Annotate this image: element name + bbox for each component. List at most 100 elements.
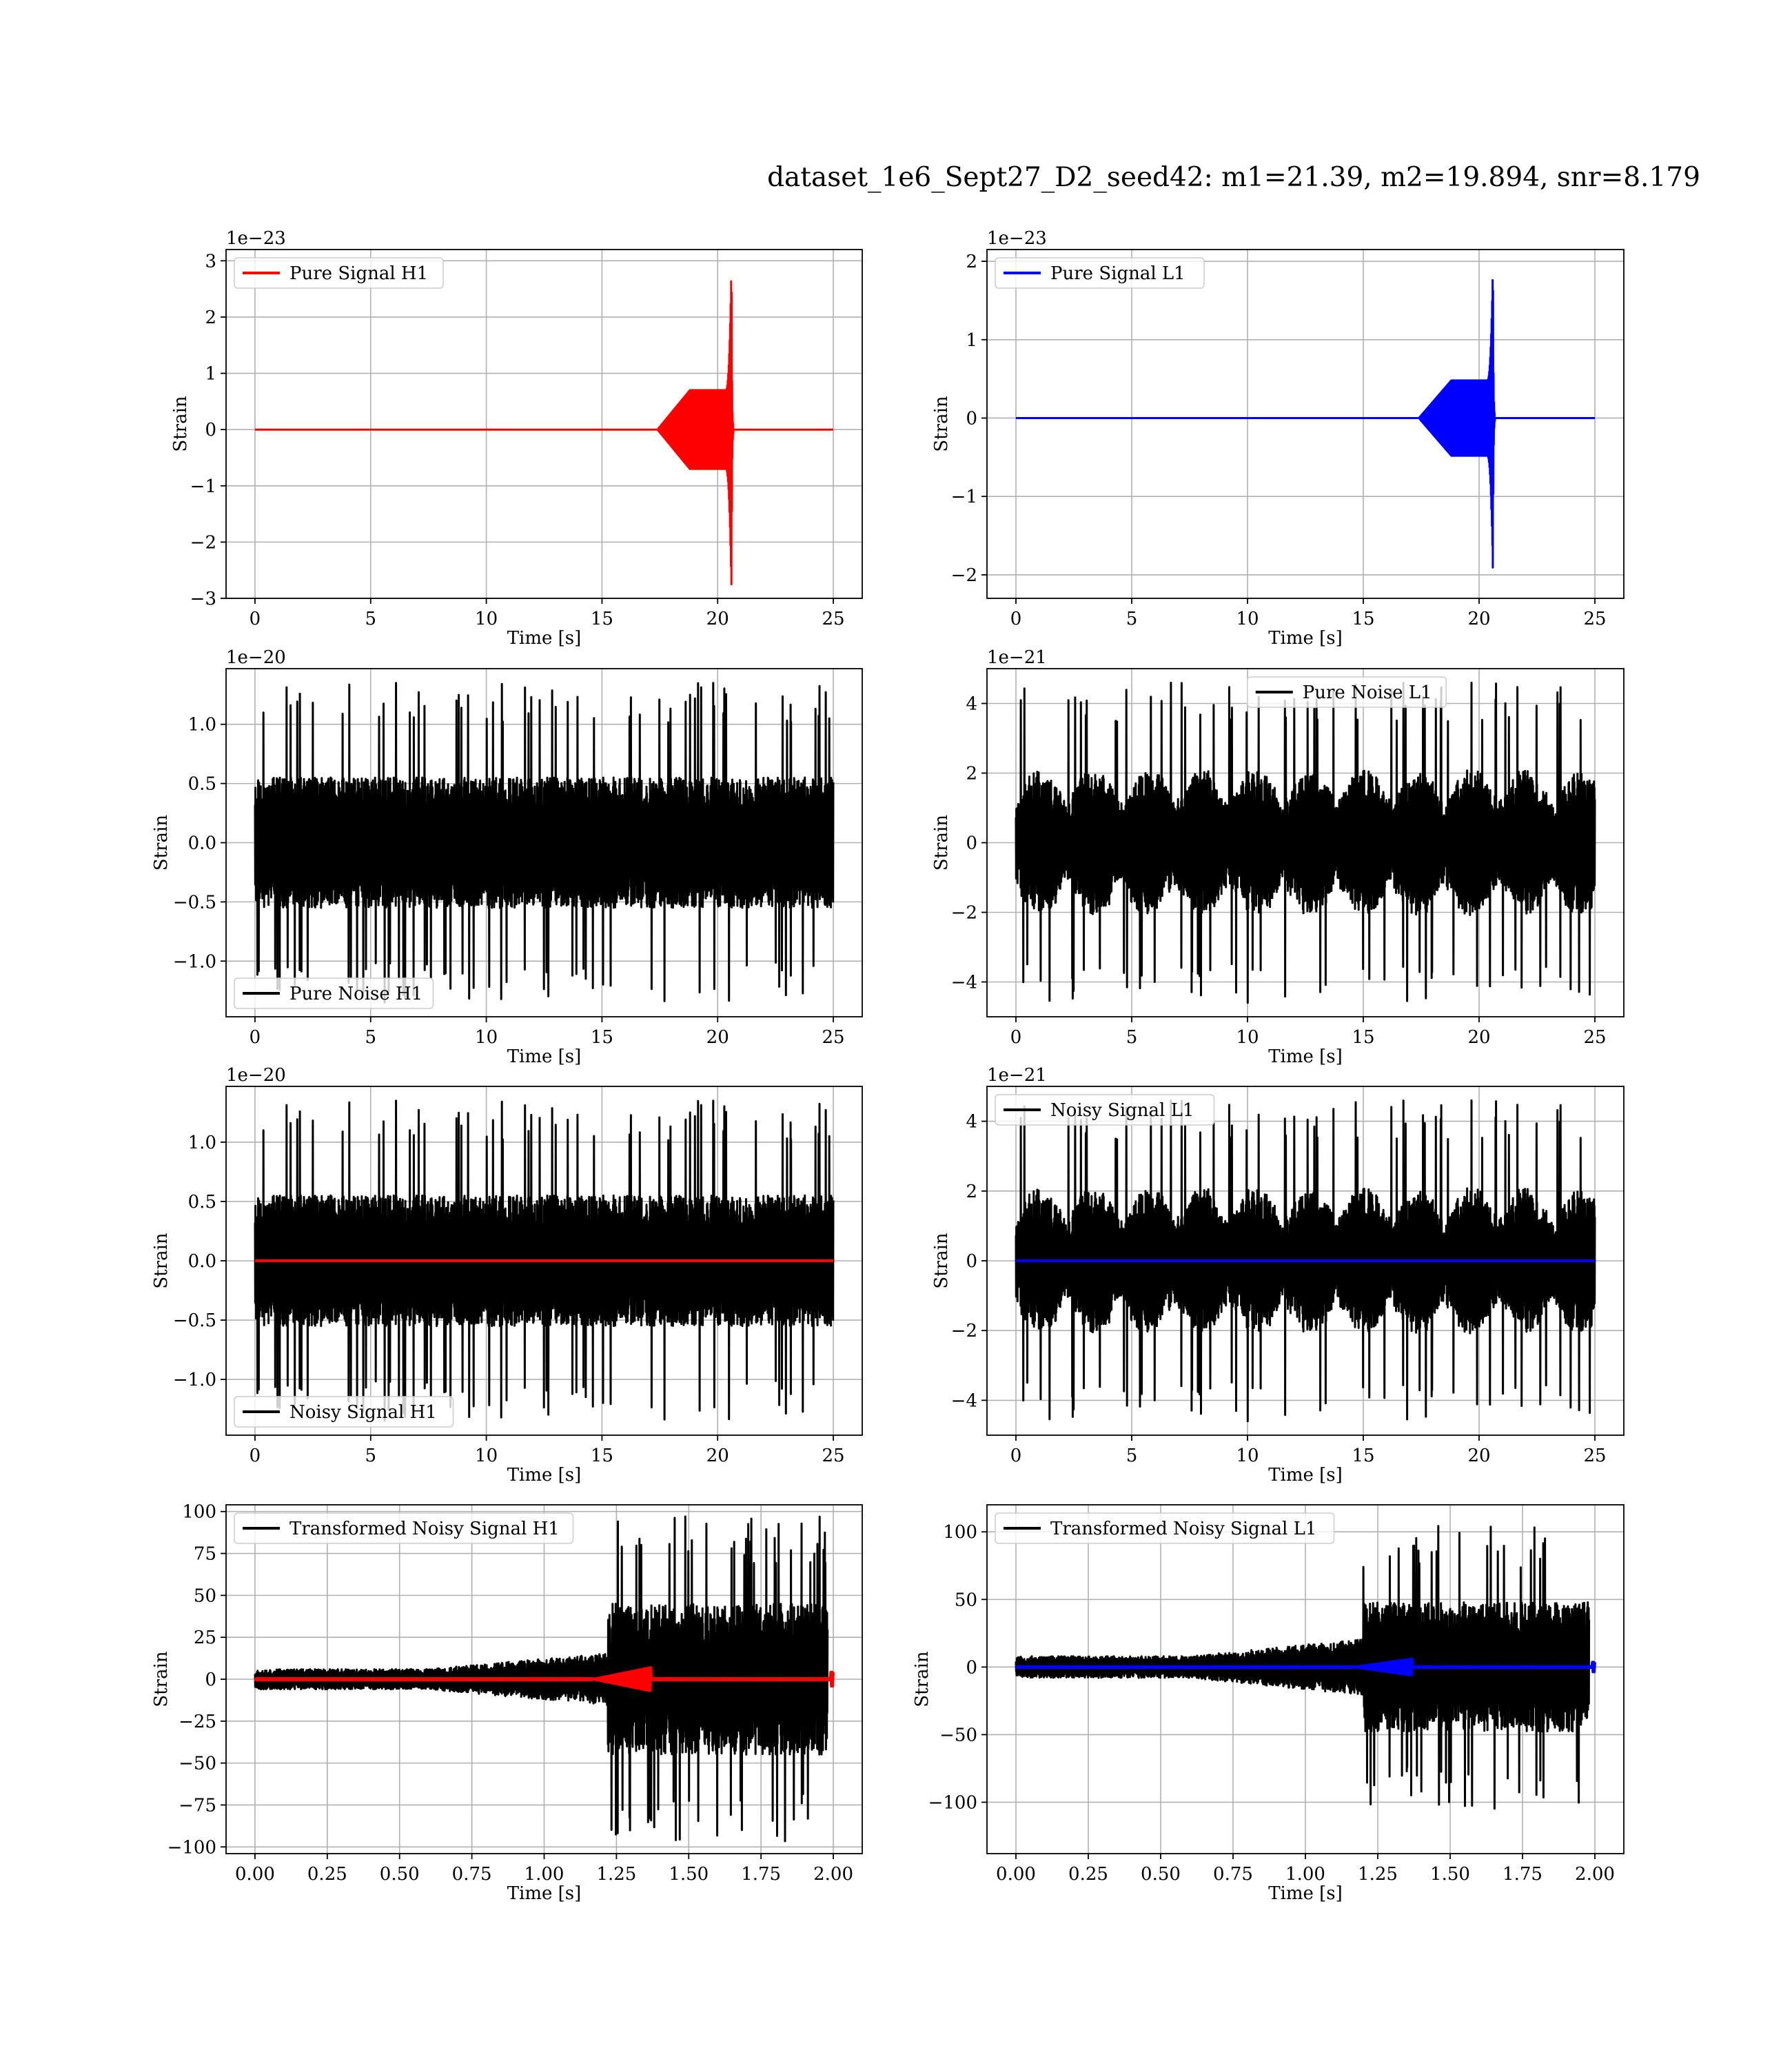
y-tick-label: 2 — [205, 307, 216, 328]
y-axis-label: Strain — [151, 1651, 172, 1707]
y-axis-label: Strain — [170, 396, 191, 452]
x-tick-label: 10 — [475, 1446, 498, 1466]
x-tick-label: 2.00 — [813, 1864, 853, 1885]
y-axis-label: Strain — [931, 815, 952, 871]
y-tick-label: −0.5 — [173, 1310, 216, 1331]
x-tick-label: 0 — [1010, 1446, 1022, 1466]
x-tick-label: 1.25 — [1358, 1864, 1398, 1885]
axis-offset-text: 1e−20 — [226, 647, 286, 668]
y-tick-label: 0 — [966, 1657, 977, 1678]
x-tick-label: 0.75 — [452, 1864, 492, 1885]
legend-label: Transformed Noisy Signal H1 — [289, 1519, 560, 1539]
x-tick-label: 0.50 — [380, 1864, 420, 1885]
x-tick-label: 1.25 — [596, 1864, 636, 1885]
y-tick-label: 2 — [966, 1182, 977, 1202]
x-tick-label: 0.75 — [1213, 1864, 1253, 1885]
x-tick-label: 5 — [1126, 1446, 1138, 1466]
panel-noisy-signal-h1: 0 5 10 15 20 25 −1.0 −0.5 0.0 0.5 1.0 1e−20 Time [s]… — [151, 1065, 863, 1486]
y-tick-label: 1.0 — [188, 1133, 216, 1153]
x-tick-label: 5 — [365, 1027, 376, 1048]
figure-title: dataset_1e6_Sept27_D2_seed42: m1=21.39, … — [767, 162, 1700, 193]
legend-label: Pure Noise H1 — [289, 984, 422, 1004]
y-tick-label: −4 — [951, 973, 977, 993]
x-tick-label: 20 — [706, 1446, 729, 1466]
y-axis-label: Strain — [931, 396, 952, 452]
y-tick-label: 1 — [205, 364, 216, 385]
axis-offset-text: 1e−23 — [226, 228, 286, 249]
x-tick-label: 0.00 — [996, 1864, 1036, 1885]
panel-noisy-signal-l1: 0 5 10 15 20 25 −4 −2 0 2 4 1e−21 Time [s] Strain Nois… — [931, 1065, 1625, 1486]
x-tick-label: 10 — [1236, 1446, 1259, 1466]
series-line-transformed-noisy-signal-h1 — [254, 1515, 829, 1843]
y-tick-label: 25 — [194, 1628, 216, 1648]
y-tick-label: 4 — [966, 1112, 977, 1133]
axis-offset-text: 1e−21 — [987, 1065, 1047, 1086]
x-tick-label: 5 — [1126, 609, 1138, 629]
x-tick-label: 0 — [1010, 1027, 1022, 1048]
x-tick-label: 0 — [250, 609, 261, 629]
y-tick-label: 2 — [966, 252, 977, 272]
y-tick-label: −1 — [190, 476, 216, 497]
x-tick-label: 1.00 — [1285, 1864, 1325, 1885]
x-tick-label: 5 — [1126, 1027, 1138, 1048]
legend-box — [995, 257, 1205, 289]
x-tick-label: 20 — [706, 609, 729, 629]
y-tick-label: 0 — [205, 420, 216, 440]
x-tick-label: 25 — [822, 1446, 844, 1466]
x-tick-label: 1.50 — [669, 1864, 709, 1885]
y-tick-label: −1 — [951, 487, 977, 507]
legend: Transformed Noisy Signal L1 — [995, 1512, 1335, 1544]
legend-label: Noisy Signal L1 — [1050, 1100, 1194, 1121]
legend-label: Pure Signal H1 — [289, 263, 428, 284]
x-tick-label: 1.00 — [525, 1864, 564, 1885]
axis-offset-text: 1e−21 — [987, 647, 1047, 668]
legend-box — [234, 257, 444, 289]
axis-offset-text: 1e−23 — [987, 228, 1047, 249]
x-axis-label: Time [s] — [1268, 1465, 1343, 1486]
legend-box — [234, 1396, 454, 1428]
panel-transformed-noisy-signal-l1: 0.00 0.25 0.50 0.75 1.00 1.25 1.50 1.75 2.00 −100… — [912, 1504, 1625, 1904]
y-tick-label: 0.0 — [188, 833, 216, 854]
series-line-pure-noise-l1 — [1015, 681, 1596, 1004]
x-tick-label: 0.25 — [1068, 1864, 1108, 1885]
x-tick-label: 20 — [1467, 1446, 1490, 1466]
legend-box — [234, 1512, 574, 1544]
legend: Pure Signal L1 — [995, 257, 1205, 289]
y-tick-label: −50 — [179, 1754, 216, 1774]
y-tick-label: −1.0 — [173, 951, 216, 972]
y-tick-label: −75 — [179, 1795, 216, 1816]
y-tick-label: −100 — [928, 1792, 977, 1813]
y-tick-label: 0 — [205, 1670, 216, 1690]
y-tick-label: 0 — [966, 408, 977, 429]
y-tick-label: 0 — [966, 1251, 977, 1272]
y-tick-label: −0.5 — [173, 892, 216, 913]
x-tick-label: 0 — [1010, 609, 1022, 629]
x-tick-label: 15 — [591, 609, 613, 629]
panel-pure-noise-l1: 0 5 10 15 20 25 −4 −2 0 2 4 1e−21 Time [s] Strain Pure… — [931, 647, 1625, 1067]
x-tick-label: 0.50 — [1141, 1864, 1181, 1885]
legend: Pure Noise H1 — [234, 977, 434, 1009]
legend-label: Pure Signal L1 — [1050, 263, 1185, 284]
legend-label: Transformed Noisy Signal L1 — [1050, 1519, 1316, 1539]
y-tick-label: −2 — [190, 532, 216, 553]
x-axis-label: Time [s] — [507, 628, 582, 649]
x-axis-label: Time [s] — [1268, 1883, 1343, 1904]
y-axis-label: Strain — [151, 815, 172, 871]
x-tick-label: 10 — [1236, 609, 1259, 629]
axes-frame — [225, 249, 863, 599]
x-tick-label: 2.00 — [1575, 1864, 1615, 1885]
y-tick-label: 2 — [966, 764, 977, 784]
y-tick-label: −2 — [951, 1321, 977, 1341]
y-tick-label: −3 — [190, 589, 216, 609]
x-tick-label: 0 — [250, 1446, 261, 1466]
x-tick-label: 25 — [822, 609, 844, 629]
legend: Transformed Noisy Signal H1 — [234, 1512, 574, 1544]
x-axis-label: Time [s] — [507, 1046, 582, 1067]
y-tick-label: −2 — [951, 903, 977, 924]
series-line-pure-signal-h1 — [254, 280, 835, 586]
x-axis-label: Time [s] — [1268, 1046, 1343, 1067]
x-tick-label: 25 — [1583, 1446, 1606, 1466]
y-tick-label: −25 — [179, 1712, 216, 1732]
y-tick-label: 50 — [955, 1590, 977, 1610]
